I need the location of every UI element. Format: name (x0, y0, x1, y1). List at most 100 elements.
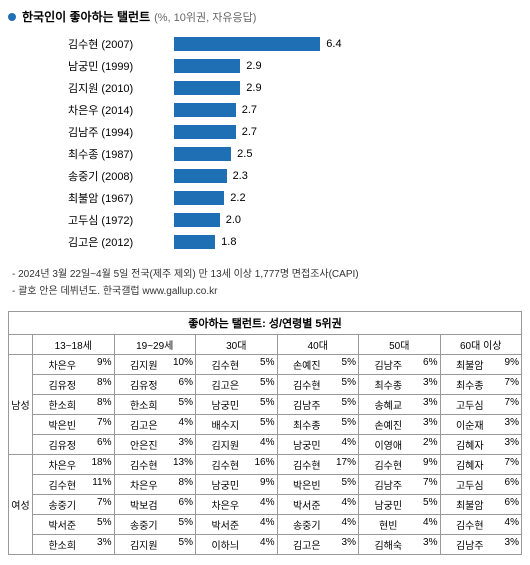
cell-percent: 16% (255, 455, 277, 474)
table-header-age: 50대 (359, 335, 441, 355)
cell-name: 김유정 (33, 375, 92, 394)
cell-percent: 8% (92, 375, 114, 394)
chart-bar (174, 37, 320, 51)
cell-name: 송혜교 (359, 395, 418, 414)
cell-name: 이하늬 (196, 535, 255, 554)
cell-percent: 4% (255, 435, 277, 454)
cell-name: 김고은 (196, 375, 255, 394)
chart-label: 김수현 (2007) (68, 36, 168, 52)
cell-name: 차은우 (115, 475, 174, 494)
table-cell: 김수현9% (359, 455, 441, 475)
table-cell: 김남주5% (277, 395, 359, 415)
cell-name: 김고은 (278, 535, 337, 554)
cell-percent: 5% (173, 535, 195, 554)
bullet-icon (8, 13, 16, 21)
table-cell: 김남주6% (359, 355, 441, 375)
chart-bar (174, 125, 236, 139)
cell-percent: 6% (499, 495, 521, 514)
table-cell: 김남주3% (440, 535, 522, 555)
chart-value: 2.5 (237, 148, 252, 160)
table-header-age: 19~29세 (114, 335, 196, 355)
ranking-table: 13~18세19~29세30대40대50대60대 이상남성차은우9%김지원10%… (8, 334, 522, 555)
chart-value: 2.7 (242, 104, 257, 116)
cell-percent: 5% (336, 415, 358, 434)
cell-name: 김수현 (359, 455, 418, 474)
cell-percent: 3% (418, 415, 440, 434)
cell-percent: 4% (255, 535, 277, 554)
table-cell: 김고은4% (114, 415, 196, 435)
cell-percent: 4% (255, 515, 277, 534)
cell-percent: 6% (499, 475, 521, 494)
cell-percent: 5% (255, 375, 277, 394)
table-cell: 한소희8% (33, 395, 115, 415)
cell-name: 김혜자 (441, 435, 500, 454)
cell-name: 차은우 (33, 355, 92, 374)
cell-percent: 13% (173, 455, 195, 474)
chart-row: 김고은 (2012)1.8 (68, 233, 522, 251)
table-cell: 차은우9% (33, 355, 115, 375)
cell-percent: 4% (336, 515, 358, 534)
cell-percent: 7% (92, 495, 114, 514)
cell-percent: 3% (418, 395, 440, 414)
chart-value: 6.4 (326, 38, 341, 50)
table-cell: 김고은5% (196, 375, 278, 395)
cell-name: 김유정 (115, 375, 174, 394)
table-cell: 차은우4% (196, 495, 278, 515)
table-cell: 배수지5% (196, 415, 278, 435)
cell-name: 이영애 (359, 435, 418, 454)
cell-name: 박은빈 (33, 415, 92, 434)
chart-row: 송중기 (2008)2.3 (68, 167, 522, 185)
chart-label: 김고은 (2012) (68, 234, 168, 250)
cell-name: 김지원 (115, 535, 174, 554)
cell-percent: 5% (336, 375, 358, 394)
chart-row: 김수현 (2007) 6.4 (68, 35, 522, 53)
cell-percent: 5% (92, 515, 114, 534)
table-cell: 남궁민9% (196, 475, 278, 495)
cell-percent: 3% (418, 375, 440, 394)
table-header-age: 60대 이상 (440, 335, 522, 355)
cell-percent: 7% (92, 415, 114, 434)
chart-value: 2.9 (246, 82, 261, 94)
cell-percent: 4% (336, 495, 358, 514)
cell-name: 최불암 (441, 495, 500, 514)
cell-percent: 3% (173, 435, 195, 454)
cell-percent: 5% (255, 355, 277, 374)
cell-name: 김수현 (196, 355, 255, 374)
table-cell: 차은우8% (114, 475, 196, 495)
chart-label: 김지원 (2010) (68, 80, 168, 96)
cell-name: 김남주 (359, 475, 418, 494)
cell-percent: 9% (92, 355, 114, 374)
chart-label: 김남주 (1994) (68, 124, 168, 140)
cell-name: 손예진 (359, 415, 418, 434)
cell-name: 남궁민 (196, 395, 255, 414)
table-cell: 김혜자3% (440, 435, 522, 455)
cell-name: 김지원 (196, 435, 255, 454)
table-cell: 한소희5% (114, 395, 196, 415)
chart-label: 차은우 (2014) (68, 102, 168, 118)
table-cell: 남궁민5% (359, 495, 441, 515)
cell-percent: 7% (499, 375, 521, 394)
cell-name: 최수종 (359, 375, 418, 394)
cell-name: 박서준 (278, 495, 337, 514)
table-cell: 김수현5% (277, 375, 359, 395)
chart-bar (174, 235, 215, 249)
cell-name: 김수현 (278, 455, 337, 474)
cell-name: 박서준 (196, 515, 255, 534)
chart-value: 2.7 (242, 126, 257, 138)
cell-percent: 5% (336, 355, 358, 374)
chart-row: 김지원 (2010) 2.9 (68, 79, 522, 97)
chart-label: 고두심 (1972) (68, 212, 168, 228)
table-cell: 송중기7% (33, 495, 115, 515)
cell-percent: 5% (336, 475, 358, 494)
cell-percent: 4% (418, 515, 440, 534)
chart-row: 김남주 (1994) 2.7 (68, 123, 522, 141)
cell-name: 남궁민 (278, 435, 337, 454)
table-cell: 고두심6% (440, 475, 522, 495)
cell-name: 현빈 (359, 515, 418, 534)
cell-name: 송중기 (278, 515, 337, 534)
table-cell: 박서준4% (277, 495, 359, 515)
cell-name: 남궁민 (359, 495, 418, 514)
cell-percent: 4% (255, 495, 277, 514)
bar-chart: 김수현 (2007)6.4남궁민 (1999)2.9김지원 (2010)2.9차… (8, 35, 522, 251)
cell-percent: 9% (255, 475, 277, 494)
